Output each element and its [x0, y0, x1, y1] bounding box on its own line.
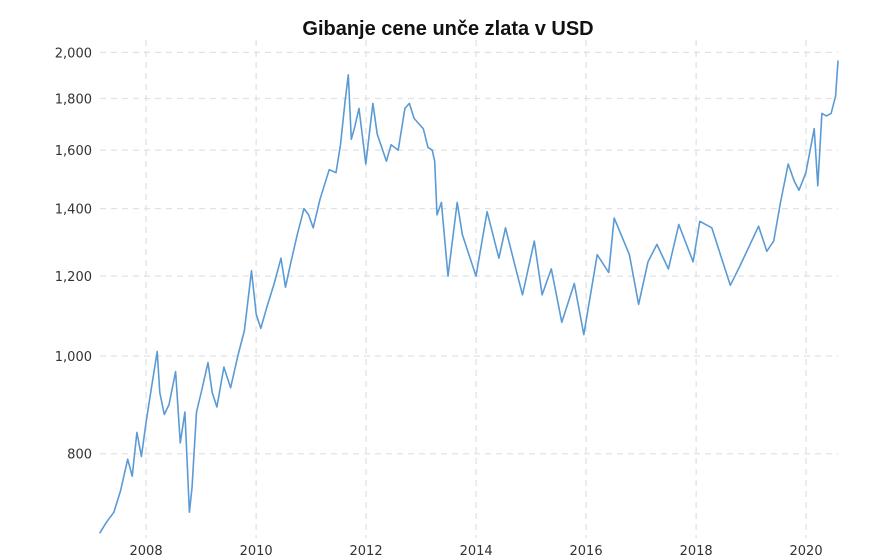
x-tick-label: 2008 — [130, 544, 163, 559]
y-tick-label: 1,400 — [55, 203, 92, 218]
y-axis-tick-labels: 800 1,000 1,200 1,400 1,600 1,800 2,000 — [55, 46, 92, 462]
x-tick-label: 2020 — [790, 544, 823, 559]
y-tick-label: 800 — [67, 448, 92, 463]
y-tick-label: 1,200 — [55, 270, 92, 285]
x-tick-label: 2012 — [350, 544, 383, 559]
y-tick-label: 1,000 — [55, 350, 92, 365]
x-tick-label: 2014 — [460, 544, 493, 559]
chart-title: Gibanje cene unče zlata v USD — [302, 18, 593, 40]
series-line-gold-price — [99, 60, 839, 534]
y-tick-label: 2,000 — [55, 46, 92, 61]
y-tick-label: 1,600 — [55, 144, 92, 159]
y-tick-label: 1,800 — [55, 93, 92, 108]
series-layer — [99, 60, 839, 534]
x-tick-label: 2016 — [570, 544, 603, 559]
x-tick-label: 2018 — [680, 544, 713, 559]
x-axis-tick-labels: 2008 2010 2012 2014 2016 2018 2020 — [130, 544, 823, 559]
gridlines — [100, 40, 838, 538]
x-tick-label: 2010 — [240, 544, 273, 559]
